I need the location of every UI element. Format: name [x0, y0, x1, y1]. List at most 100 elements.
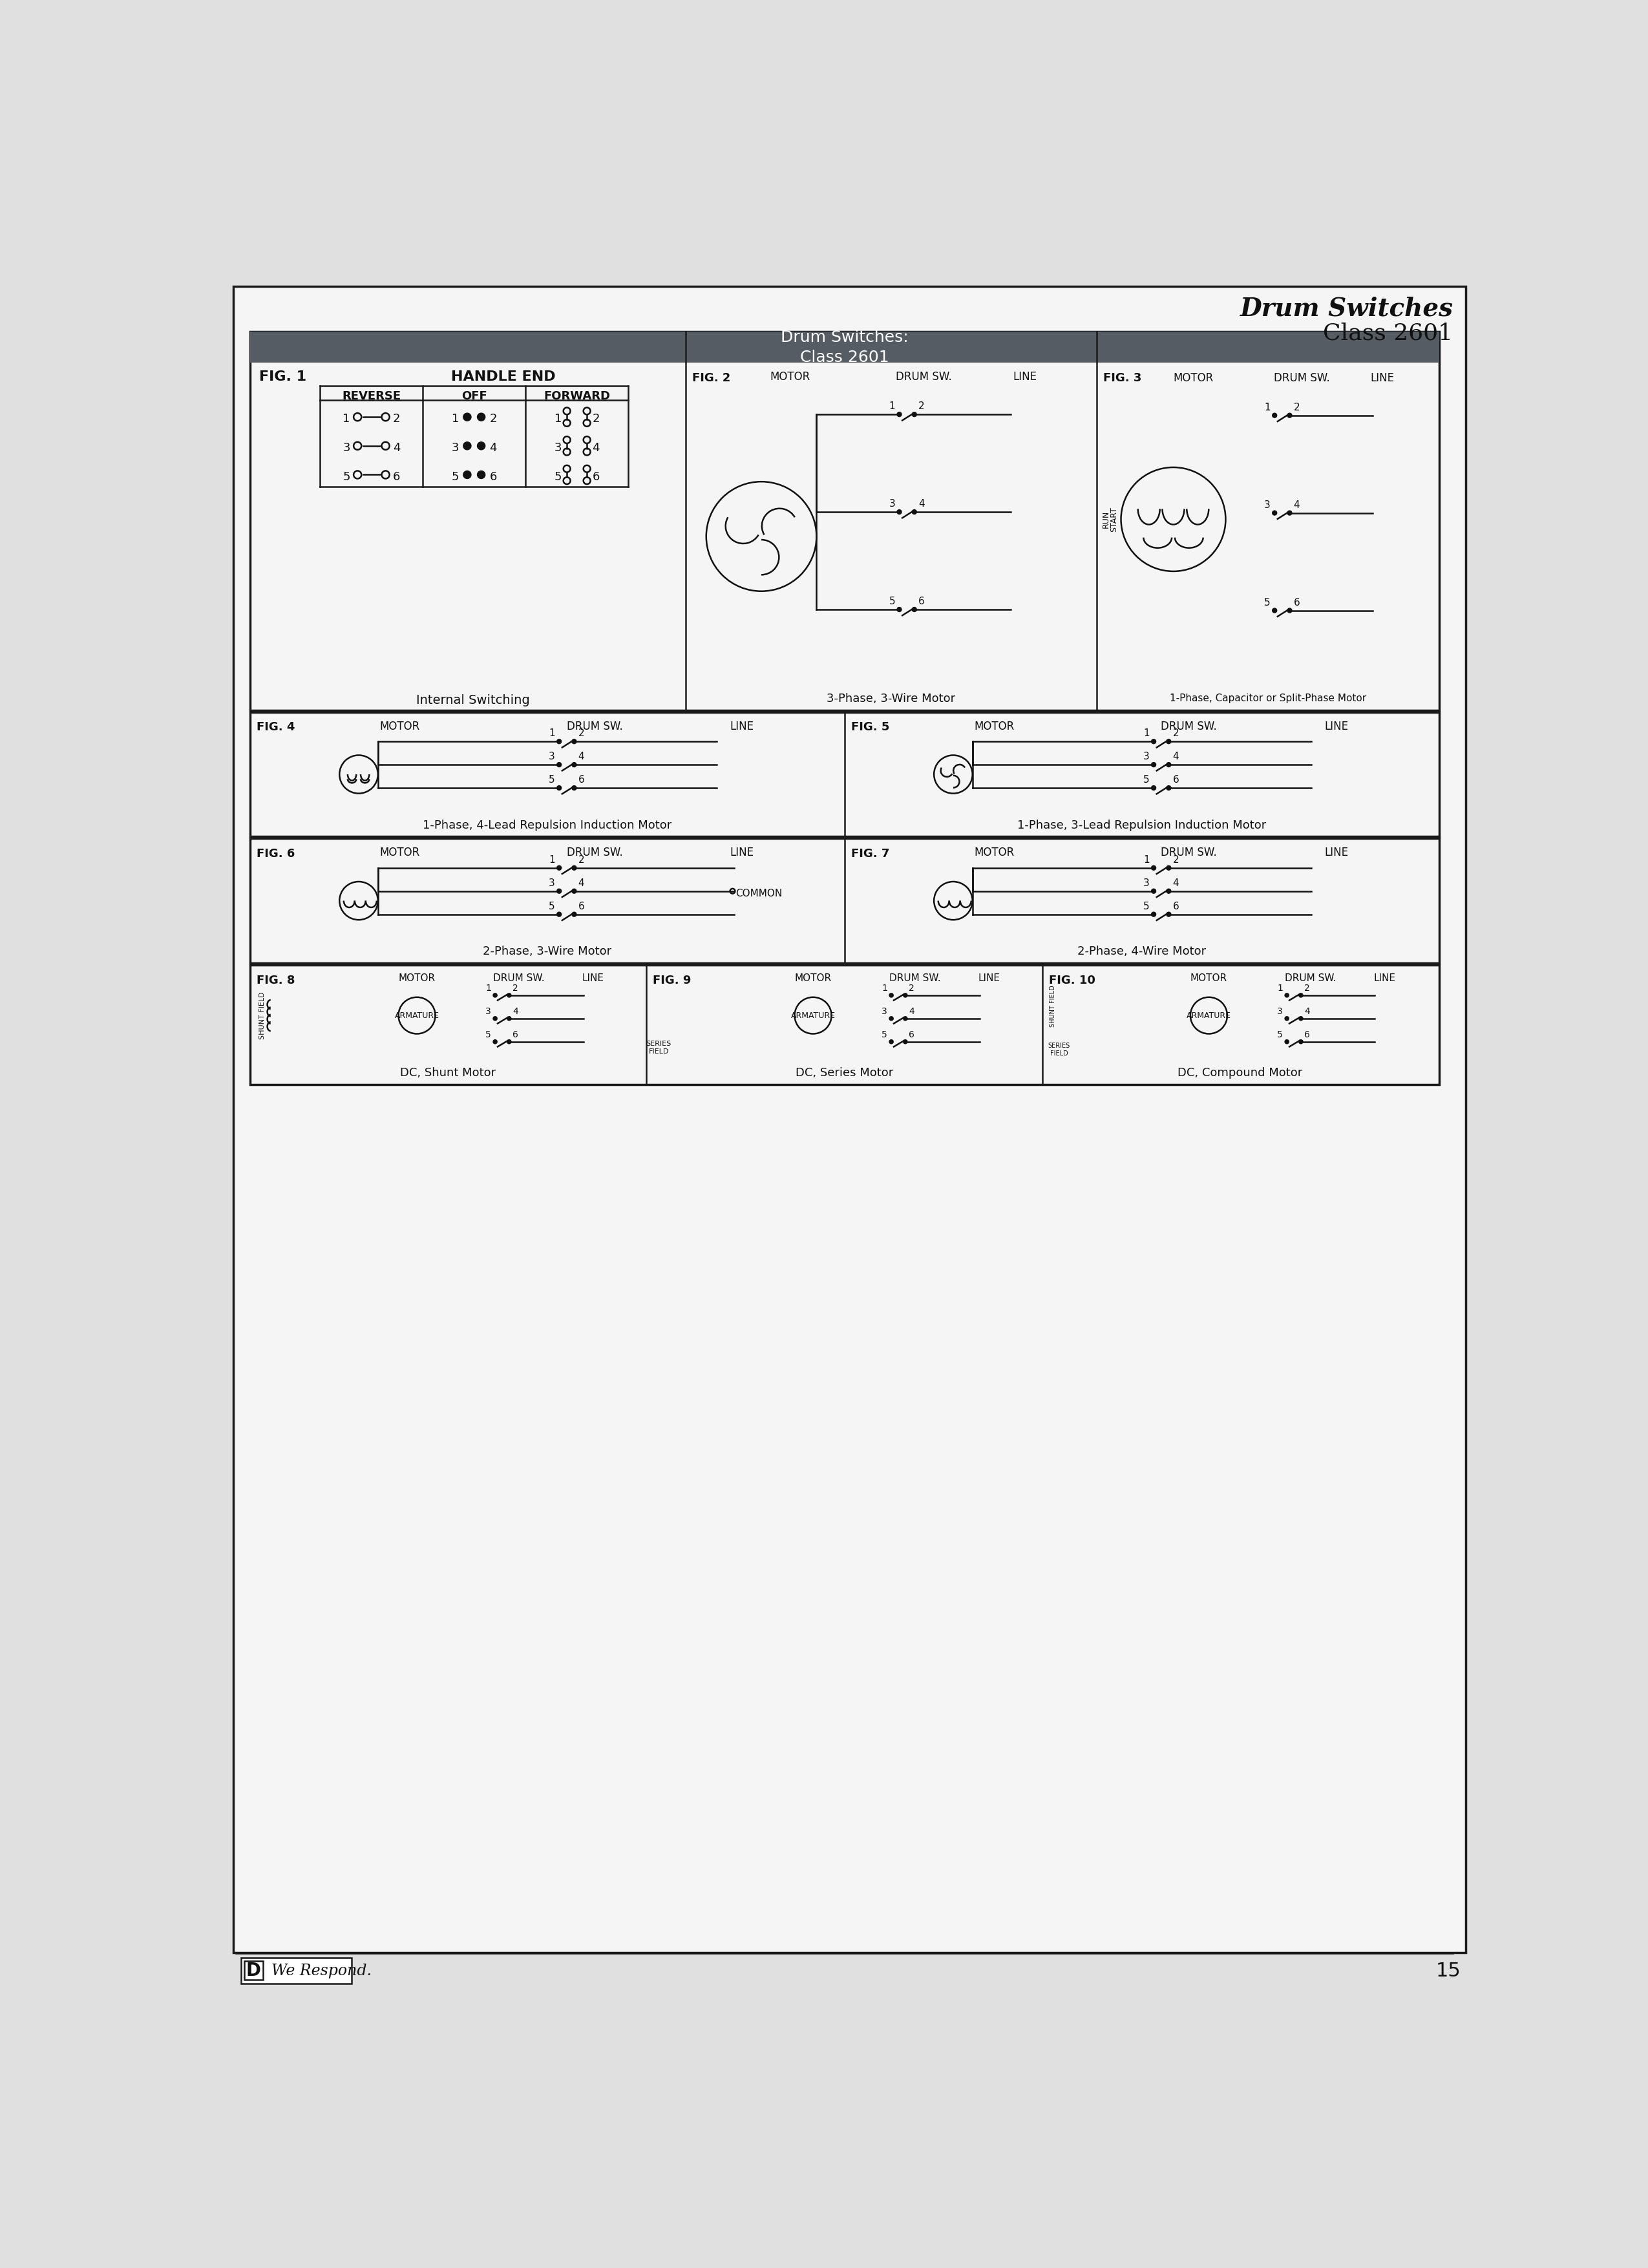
Text: 2: 2 [392, 413, 400, 424]
Text: REVERSE: REVERSE [343, 390, 400, 401]
Text: 5: 5 [549, 900, 555, 912]
Text: SERIES
FIELD: SERIES FIELD [1048, 1043, 1070, 1057]
Circle shape [897, 608, 901, 612]
Text: 5: 5 [554, 472, 562, 483]
Circle shape [557, 912, 562, 916]
Text: MOTOR: MOTOR [379, 846, 420, 860]
Text: MOTOR: MOTOR [770, 372, 809, 383]
Text: FIG. 1: FIG. 1 [259, 370, 307, 383]
Circle shape [572, 739, 577, 744]
Circle shape [478, 442, 485, 449]
Text: FIG. 3: FIG. 3 [1103, 372, 1142, 383]
Circle shape [508, 1039, 511, 1043]
Text: DRUM SW.: DRUM SW. [895, 372, 951, 383]
Circle shape [508, 993, 511, 998]
Text: MOTOR: MOTOR [1190, 973, 1228, 982]
Text: MOTOR: MOTOR [974, 721, 1015, 733]
Text: 1: 1 [888, 401, 895, 411]
Text: 5: 5 [1264, 599, 1271, 608]
Text: LINE: LINE [730, 846, 753, 860]
Text: 3: 3 [549, 753, 555, 762]
Circle shape [572, 785, 577, 789]
Circle shape [1152, 889, 1155, 894]
Text: Class 2601: Class 2601 [1323, 322, 1454, 345]
Circle shape [1167, 889, 1172, 894]
Text: 6: 6 [1173, 776, 1178, 785]
Text: 6: 6 [918, 596, 925, 606]
Circle shape [1299, 1016, 1304, 1021]
Text: 2-Phase, 4-Wire Motor: 2-Phase, 4-Wire Motor [1078, 946, 1206, 957]
Text: 3: 3 [1144, 753, 1150, 762]
Bar [241, 1957, 351, 1984]
Text: 2: 2 [592, 413, 600, 424]
Circle shape [572, 912, 577, 916]
Text: 2: 2 [918, 401, 925, 411]
Text: 1: 1 [452, 413, 458, 424]
Circle shape [463, 413, 471, 422]
Circle shape [557, 889, 562, 894]
Text: 6: 6 [1304, 1030, 1310, 1039]
Circle shape [557, 739, 562, 744]
Text: DRUM SW.: DRUM SW. [567, 846, 623, 860]
Text: 1: 1 [343, 413, 349, 424]
Text: DRUM SW.: DRUM SW. [567, 721, 623, 733]
Text: 2: 2 [1173, 855, 1178, 864]
Text: 6: 6 [578, 900, 585, 912]
Text: LINE: LINE [979, 973, 1000, 982]
Text: FIG. 8: FIG. 8 [257, 975, 295, 987]
Text: 4: 4 [1294, 501, 1300, 510]
Text: COMMON: COMMON [735, 889, 783, 898]
Text: DRUM SW.: DRUM SW. [1284, 973, 1337, 982]
Circle shape [897, 510, 901, 515]
Text: MOTOR: MOTOR [399, 973, 435, 982]
Circle shape [1152, 785, 1155, 789]
Text: 1: 1 [1144, 855, 1150, 864]
Bar [244, 1962, 264, 1980]
Text: 1: 1 [1264, 404, 1271, 413]
Text: 1-Phase, Capacitor or Split-Phase Motor: 1-Phase, Capacitor or Split-Phase Motor [1170, 694, 1366, 703]
Text: ARMATURE: ARMATURE [1187, 1012, 1231, 1021]
Circle shape [890, 993, 893, 998]
Circle shape [897, 413, 901, 417]
Circle shape [572, 889, 577, 894]
Circle shape [557, 762, 562, 767]
Text: LINE: LINE [1373, 973, 1396, 982]
Text: LINE: LINE [582, 973, 603, 982]
Text: 3: 3 [452, 442, 458, 454]
Text: 2: 2 [1173, 728, 1178, 739]
Circle shape [1285, 1039, 1289, 1043]
Circle shape [1152, 739, 1155, 744]
Circle shape [508, 1016, 511, 1021]
Text: LINE: LINE [1371, 372, 1394, 383]
Circle shape [1299, 1039, 1304, 1043]
Text: D: D [246, 1962, 260, 1980]
Text: 5: 5 [882, 1030, 887, 1039]
Text: 1: 1 [486, 984, 491, 993]
Text: 1: 1 [549, 728, 555, 739]
Circle shape [903, 993, 908, 998]
Circle shape [1152, 866, 1155, 871]
Text: 4: 4 [392, 442, 400, 454]
Circle shape [911, 510, 916, 515]
Text: 5: 5 [1277, 1030, 1282, 1039]
Text: 2: 2 [1294, 404, 1300, 413]
Text: FIG. 10: FIG. 10 [1048, 975, 1096, 987]
Text: 3: 3 [1264, 501, 1271, 510]
Circle shape [903, 1039, 908, 1043]
Text: 5: 5 [1144, 776, 1150, 785]
Text: 6: 6 [1294, 599, 1300, 608]
Text: 1: 1 [549, 855, 555, 864]
Text: 2-Phase, 3-Wire Motor: 2-Phase, 3-Wire Motor [483, 946, 611, 957]
Text: DRUM SW.: DRUM SW. [1160, 721, 1218, 733]
Text: 3: 3 [1277, 1007, 1282, 1016]
Circle shape [478, 472, 485, 479]
Circle shape [1299, 993, 1304, 998]
Text: OFF: OFF [461, 390, 488, 401]
Text: SERIES
FIELD: SERIES FIELD [646, 1041, 671, 1055]
Circle shape [1272, 413, 1277, 417]
Text: 1: 1 [554, 413, 562, 424]
Text: Internal Switching: Internal Switching [417, 694, 529, 705]
Text: 4: 4 [908, 1007, 915, 1016]
Circle shape [1167, 912, 1172, 916]
Text: LINE: LINE [1325, 721, 1348, 733]
